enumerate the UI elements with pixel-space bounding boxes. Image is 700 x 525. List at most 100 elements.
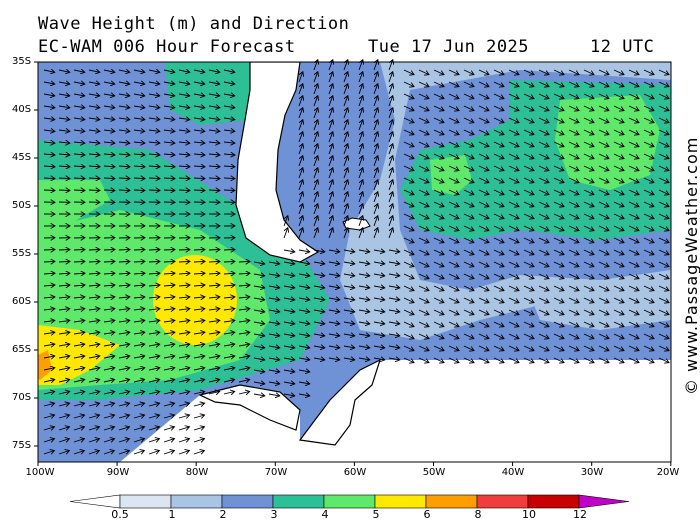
direction-arrow (133, 451, 144, 455)
direction-arrow (478, 213, 489, 219)
direction-arrow (88, 106, 100, 108)
direction-arrow (88, 285, 100, 286)
direction-arrow (448, 189, 459, 195)
direction-arrow (403, 177, 414, 183)
direction-arrow (403, 153, 414, 159)
lat-label: 55S (12, 248, 32, 259)
lon-label: 70W (264, 467, 288, 478)
direction-arrow (133, 82, 145, 84)
direction-arrow (508, 213, 519, 219)
direction-arrow (103, 82, 115, 84)
direction-arrow (328, 156, 333, 167)
direction-arrow (313, 120, 318, 131)
direction-arrow (568, 69, 579, 75)
direction-arrow (223, 320, 235, 322)
direction-arrow (583, 261, 594, 267)
direction-arrow (163, 273, 175, 274)
direction-arrow (463, 261, 474, 267)
direction-arrow (163, 368, 175, 370)
direction-arrow (118, 332, 130, 334)
direction-arrow (553, 81, 564, 87)
direction-arrow (523, 165, 534, 171)
direction-arrow (568, 345, 579, 351)
direction-arrow (298, 120, 303, 131)
direction-arrow (343, 96, 348, 107)
direction-arrow (493, 225, 504, 231)
direction-arrow (178, 380, 190, 383)
direction-arrow (598, 69, 609, 75)
direction-arrow (58, 356, 70, 358)
direction-arrow (583, 129, 594, 135)
direction-arrow (463, 129, 474, 135)
direction-arrow (628, 165, 639, 171)
direction-arrow (628, 309, 639, 315)
direction-arrow (268, 346, 280, 348)
direction-arrow (283, 228, 288, 239)
direction-arrow (268, 370, 280, 372)
direction-arrow (403, 105, 414, 111)
direction-arrow (103, 451, 114, 455)
direction-arrow (523, 69, 534, 75)
direction-arrow (223, 273, 235, 274)
direction-arrow (313, 322, 325, 324)
direction-arrow (373, 60, 378, 71)
direction-arrow (88, 415, 100, 418)
direction-arrow (418, 69, 429, 75)
direction-arrow (358, 180, 363, 191)
direction-arrow (118, 439, 130, 442)
direction-arrow (193, 451, 204, 455)
direction-arrow (403, 237, 414, 243)
direction-arrow (58, 451, 69, 455)
direction-arrow (73, 106, 85, 108)
direction-arrow (313, 72, 318, 83)
direction-arrow (103, 250, 115, 251)
lon-label: 40W (501, 467, 525, 478)
direction-arrow (298, 346, 310, 348)
direction-arrow (193, 368, 205, 370)
direction-arrow (88, 297, 100, 298)
direction-arrow (493, 309, 504, 315)
direction-arrow (418, 345, 429, 351)
direction-arrow (163, 250, 175, 251)
direction-arrow (523, 117, 534, 123)
direction-arrow (193, 70, 205, 72)
direction-arrow (463, 237, 474, 243)
direction-arrow (223, 154, 235, 155)
direction-arrow (433, 213, 444, 219)
direction-arrow (58, 118, 70, 120)
direction-arrow (418, 309, 429, 315)
direction-arrow (658, 153, 669, 159)
direction-arrow (568, 105, 579, 111)
direction-arrow (388, 262, 400, 264)
direction-arrow (478, 81, 489, 87)
direction-arrow (433, 141, 444, 147)
direction-arrow (178, 403, 190, 406)
direction-arrow (43, 297, 55, 298)
direction-arrow (178, 297, 190, 298)
direction-arrow (208, 130, 220, 131)
direction-arrow (388, 132, 393, 143)
direction-arrow (463, 81, 474, 87)
direction-arrow (313, 274, 325, 276)
direction-arrow (148, 403, 160, 406)
direction-arrow (103, 427, 115, 430)
direction-arrow (493, 297, 504, 303)
direction-arrow (238, 273, 250, 274)
direction-arrow (568, 189, 579, 195)
direction-arrow (208, 70, 220, 72)
direction-arrow (193, 250, 205, 251)
direction-arrow (223, 142, 235, 143)
direction-arrow (343, 60, 348, 71)
direction-arrow (643, 93, 654, 99)
direction-arrow (478, 201, 489, 207)
direction-arrow (88, 154, 100, 155)
direction-arrow (448, 273, 459, 279)
direction-arrow (583, 297, 594, 303)
direction-arrow (103, 368, 115, 370)
direction-arrow (118, 403, 130, 406)
direction-arrow (43, 285, 55, 286)
direction-arrow (163, 297, 175, 298)
direction-arrow (448, 93, 459, 99)
direction-arrow (88, 250, 100, 251)
direction-arrow (343, 84, 348, 95)
